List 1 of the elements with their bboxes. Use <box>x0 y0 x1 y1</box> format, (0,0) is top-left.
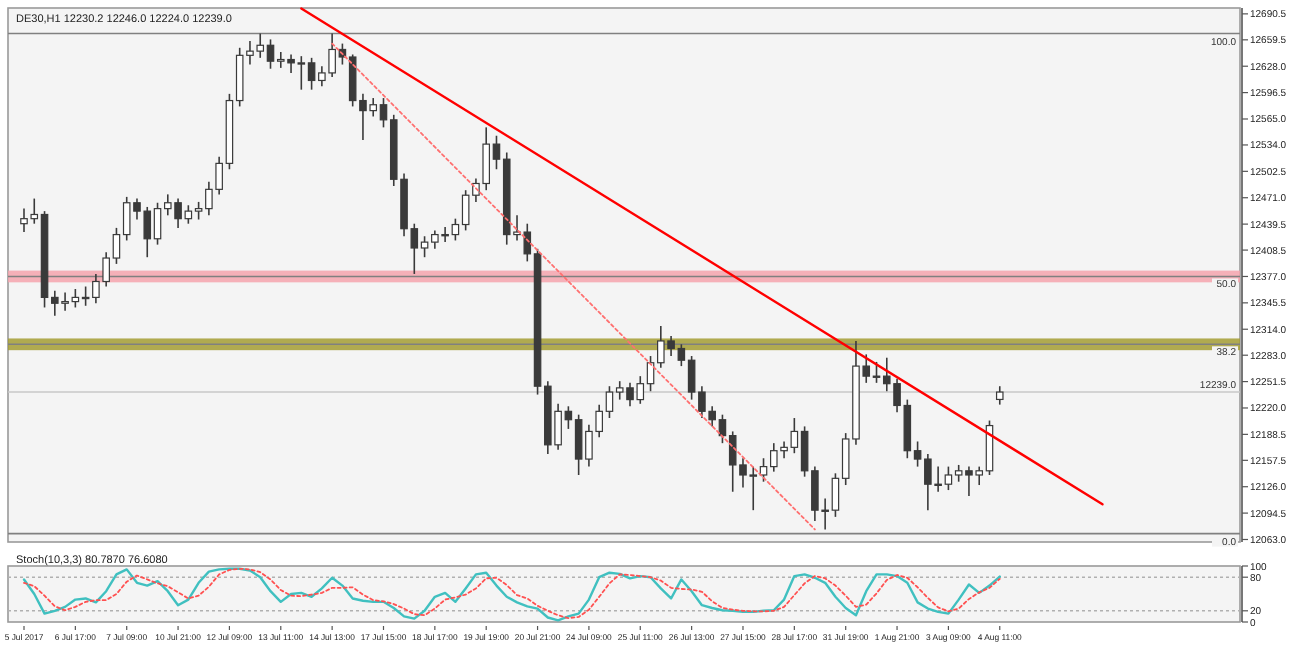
candlestick <box>995 385 1004 406</box>
